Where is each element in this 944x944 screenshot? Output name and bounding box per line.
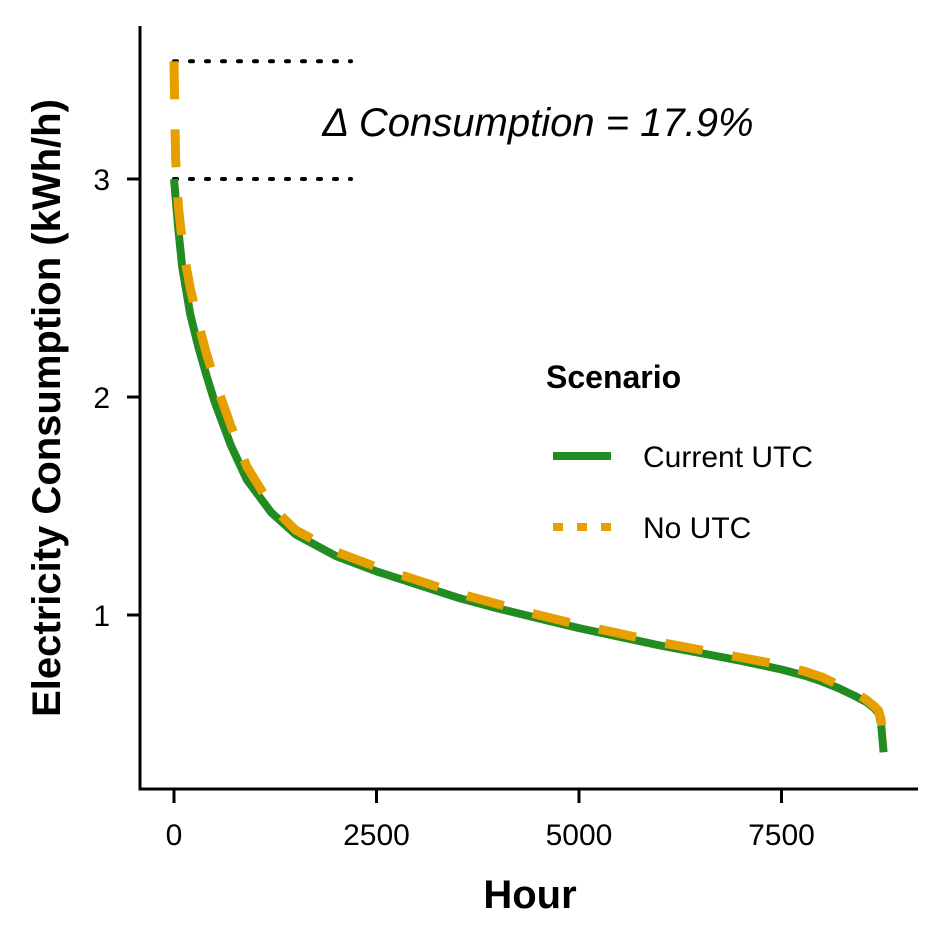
series-layer (169, 61, 889, 753)
legend-label-no-utc: No UTC (643, 512, 751, 545)
legend: Scenario Current UTC No UTC (546, 359, 813, 545)
y-axis-ticks: 1 2 3 (93, 164, 140, 633)
y-tick-label: 3 (93, 164, 110, 197)
legend-title: Scenario (546, 359, 681, 395)
y-axis-title: Electricity Consumption (kWh/h) (25, 99, 69, 717)
reference-lines (172, 59, 353, 181)
series-line-no-utc (169, 61, 889, 747)
x-tick-label: 2500 (343, 819, 410, 852)
delta-consumption-annotation: Δ Consumption = 17.9% (321, 101, 753, 145)
legend-label-current-utc: Current UTC (643, 441, 813, 474)
x-tick-label: 0 (166, 819, 183, 852)
x-axis-ticks: 0 2500 5000 7500 (166, 789, 815, 852)
x-tick-label: 7500 (748, 819, 815, 852)
x-tick-label: 5000 (546, 819, 613, 852)
y-tick-label: 2 (93, 382, 110, 415)
y-tick-label: 1 (93, 600, 110, 633)
x-axis-title: Hour (483, 873, 576, 917)
series-line-current-utc (170, 178, 888, 753)
